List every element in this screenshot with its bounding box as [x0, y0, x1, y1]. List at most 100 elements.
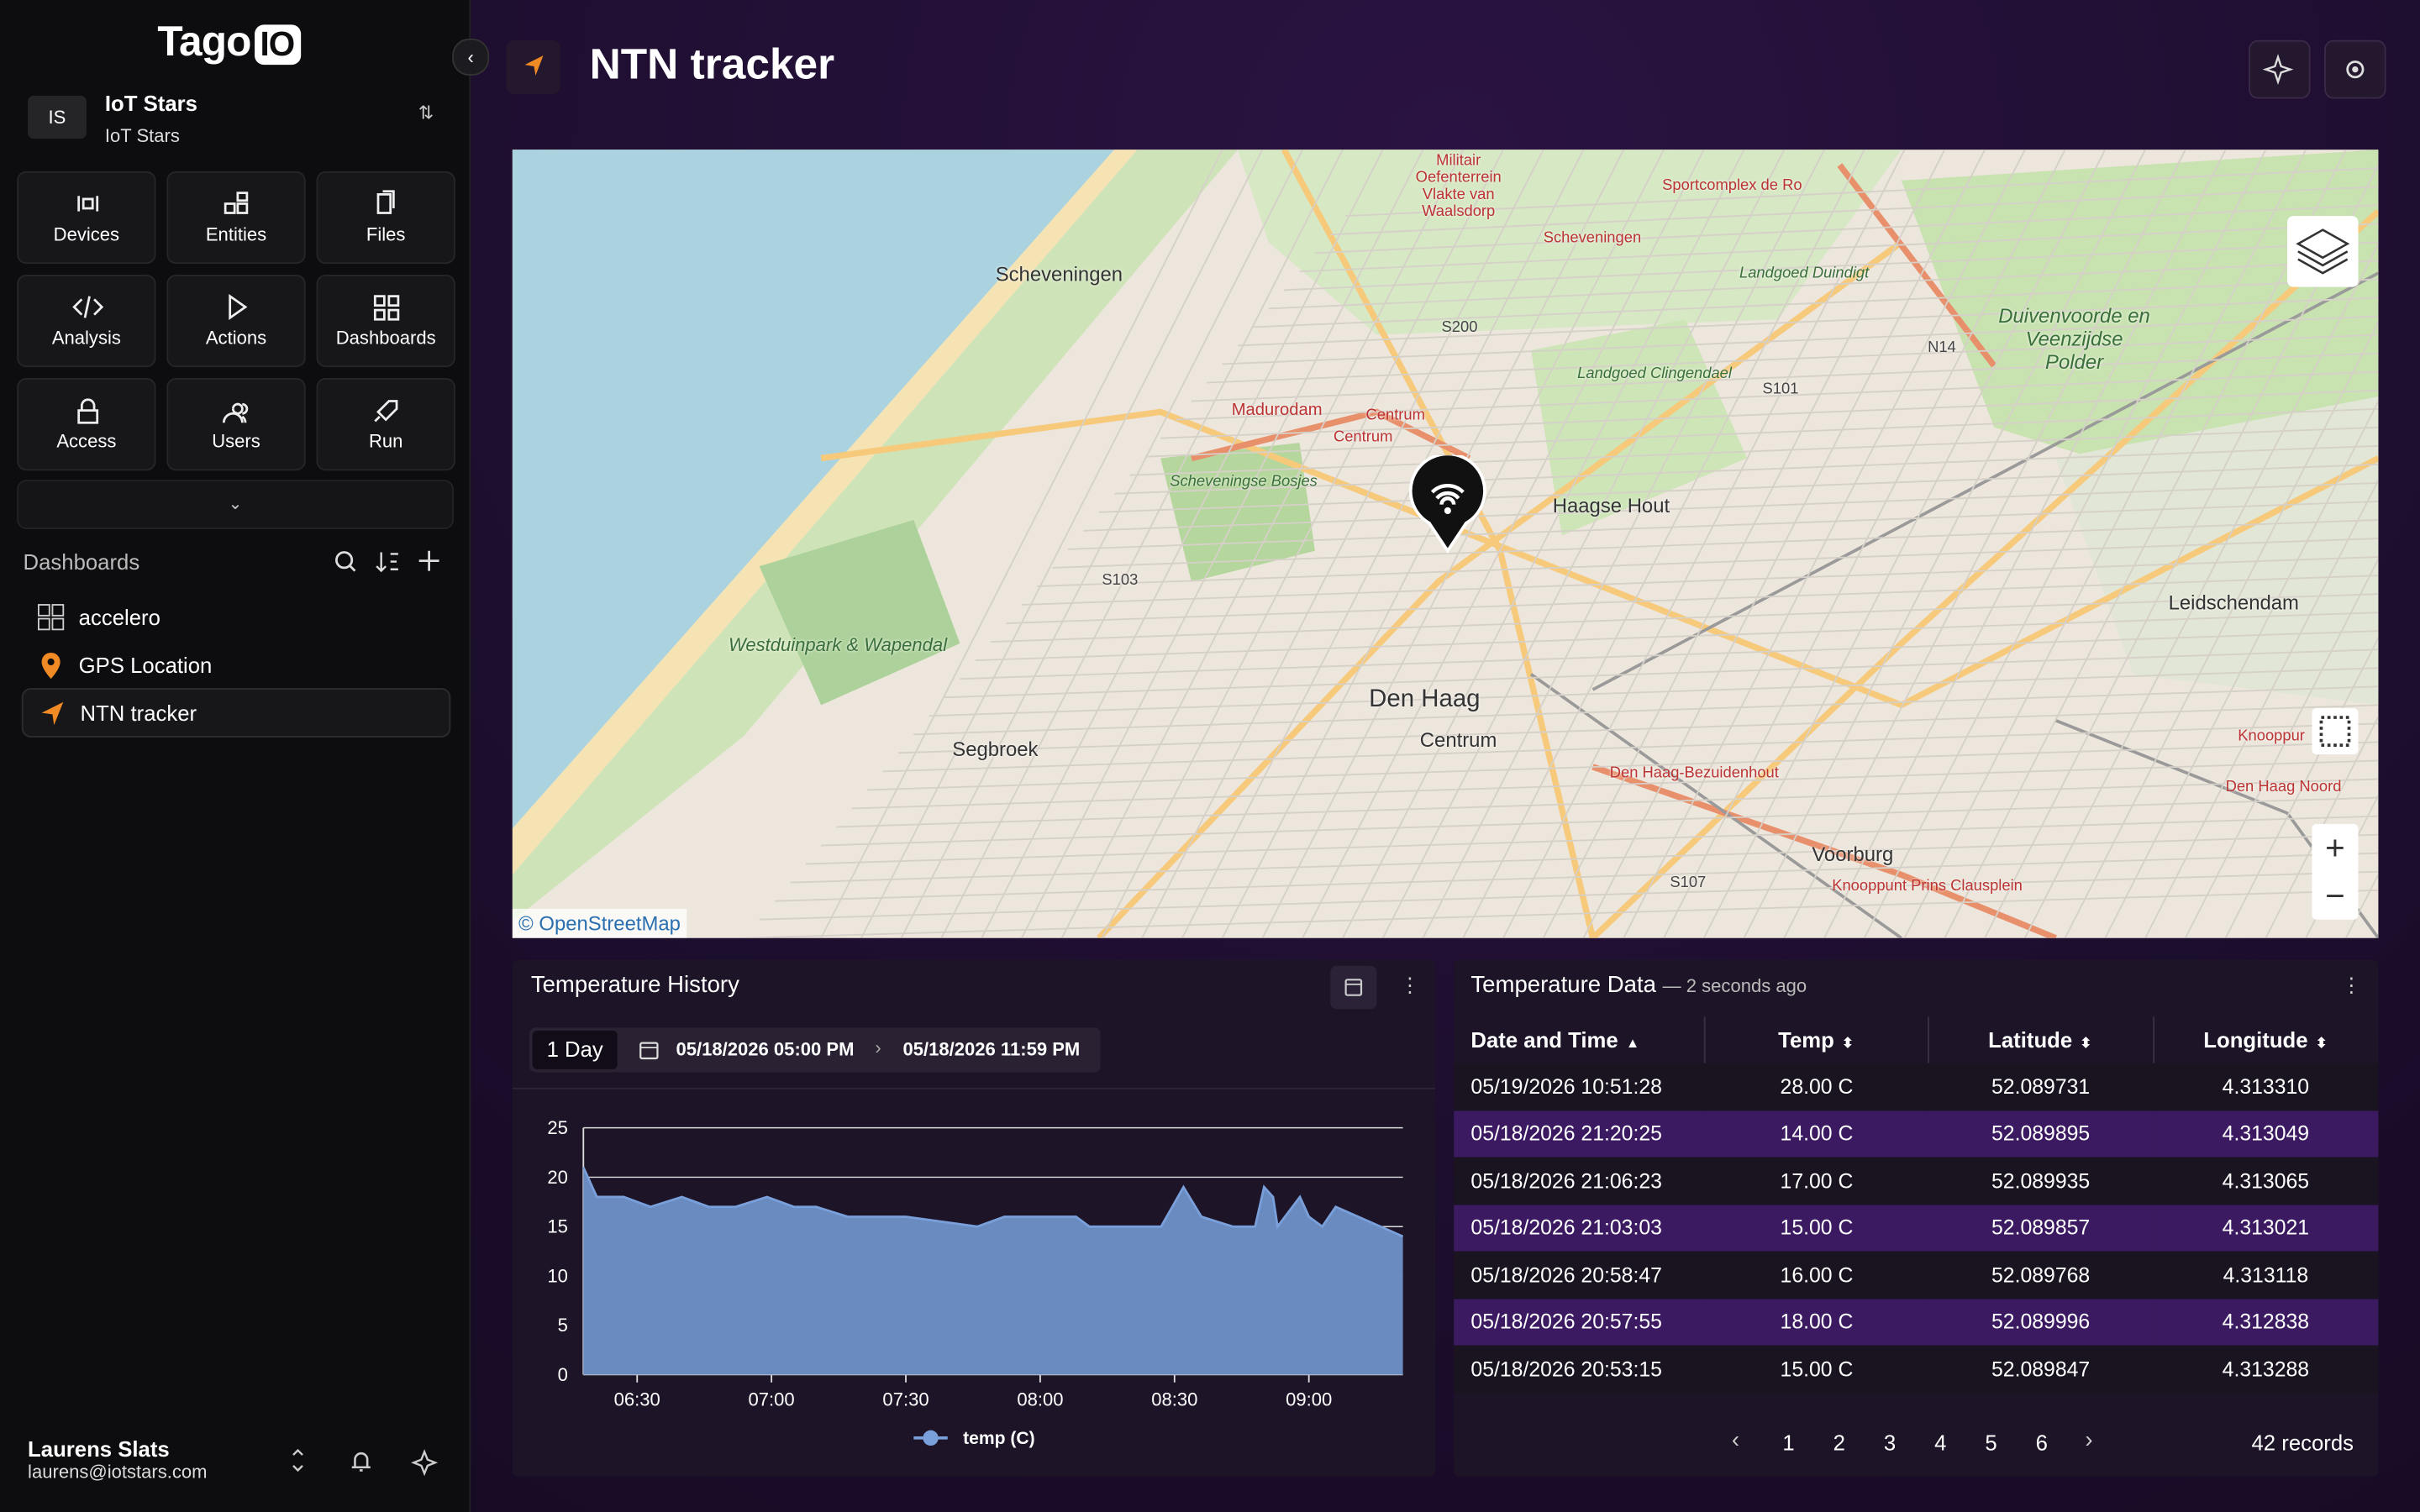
- nav-button[interactable]: Actions: [166, 274, 306, 368]
- prev-page[interactable]: ‹: [1731, 1426, 1740, 1454]
- page-number[interactable]: 1: [1782, 1430, 1795, 1456]
- range-button[interactable]: 1 Day: [532, 1030, 618, 1069]
- street: [900, 150, 1304, 938]
- dashboard-item[interactable]: accelero: [22, 594, 448, 640]
- nav-button[interactable]: Access: [17, 378, 156, 471]
- table-row: 05/18/2026 20:57:55 18.00 C 52.089996 4.312…: [1454, 1298, 2379, 1346]
- nav-button[interactable]: Entities: [166, 171, 306, 265]
- menu-button[interactable]: ⋮: [2341, 973, 2362, 997]
- date-to: 05/18/2026 11:59 PM: [902, 1038, 1081, 1060]
- street: [940, 150, 1344, 938]
- street: [960, 630, 2379, 680]
- nav-icon: [77, 196, 99, 212]
- page-number[interactable]: 4: [1934, 1430, 1947, 1456]
- map-label: Westduinpark & Wapendal: [728, 633, 948, 656]
- table-cell: 4.313288: [2222, 1357, 2310, 1381]
- table-cell: 16.00 C: [1780, 1263, 1854, 1287]
- menu-button[interactable]: ⋮: [1399, 973, 1420, 997]
- map-label: Centrum: [1333, 428, 1393, 446]
- date-sep: ›: [875, 1037, 881, 1059]
- org-switch[interactable]: ⇅: [418, 102, 434, 123]
- street: [2184, 557, 2379, 938]
- nav-button[interactable]: Dashboards: [316, 274, 455, 368]
- page-number[interactable]: 3: [1883, 1430, 1897, 1456]
- x-tick-label: 06:30: [614, 1389, 660, 1410]
- dashboard-item[interactable]: NTN tracker: [21, 688, 451, 738]
- table-cell: 17.00 C: [1780, 1168, 1854, 1193]
- map-label: S107: [1670, 874, 1707, 892]
- table-cell: 4.313021: [2222, 1215, 2310, 1240]
- street: [1238, 297, 2379, 347]
- street: [1207, 333, 2379, 384]
- table-cell: 05/18/2026 20:58:47: [1470, 1263, 1662, 1287]
- street: [1253, 278, 2379, 328]
- dashboard-label: NTN tracker: [80, 700, 197, 726]
- table-cell: 4.312838: [2222, 1310, 2310, 1334]
- table-row: 05/18/2026 20:58:47 16.00 C 52.089768 4.313…: [1454, 1251, 2379, 1299]
- table-cell: 05/18/2026 20:57:55: [1470, 1310, 1662, 1334]
- map-label: Scheveningen: [995, 262, 1123, 286]
- table-header: Temperature Data — 2 seconds ago: [1470, 972, 1807, 998]
- org-sub: IoT Stars: [104, 124, 180, 147]
- column-header[interactable]: Temp ⬍: [1705, 1016, 1929, 1063]
- settings-button[interactable]: [2324, 39, 2386, 99]
- nav-button[interactable]: Analysis: [17, 274, 156, 368]
- table-cell: 4.313310: [2222, 1074, 2310, 1099]
- nav-button[interactable]: Users: [166, 378, 306, 471]
- map-label: Centrum: [1419, 727, 1497, 752]
- expand-button[interactable]: ⌄: [17, 480, 455, 530]
- street: [1314, 204, 2379, 255]
- street: [821, 796, 2379, 847]
- street: [1160, 389, 2379, 439]
- ai-button[interactable]: [2249, 39, 2311, 99]
- table-cell: 52.089768: [1991, 1263, 2091, 1287]
- table-header-row: Date and Time ▲ Temp ⬍ Latitude ⬍ Longitude ⬍: [1454, 1016, 2378, 1063]
- map-label: Centrum: [1365, 407, 1425, 425]
- nav-button[interactable]: Devices: [17, 171, 156, 265]
- map-label: Knooppunt Prins Clausplein: [1832, 878, 2023, 895]
- page-number[interactable]: 5: [1985, 1430, 1997, 1456]
- select-button[interactable]: [2312, 708, 2359, 755]
- layers-button[interactable]: [2287, 216, 2359, 287]
- map-marker[interactable]: [1407, 454, 1488, 554]
- table-cell: 05/19/2026 10:51:28: [1470, 1074, 1662, 1099]
- table-row: 05/19/2026 10:51:28 28.00 C 52.089731 4.313…: [1454, 1063, 2379, 1110]
- street: [1623, 150, 2026, 938]
- street: [2305, 794, 2379, 938]
- page-number[interactable]: 6: [2035, 1430, 2048, 1456]
- table-cell: 4.313065: [2222, 1168, 2310, 1193]
- street: [1129, 426, 2379, 476]
- street: [1330, 186, 2379, 236]
- street: [775, 852, 2379, 902]
- table-title: Temperature Data: [1470, 972, 1656, 999]
- date-range[interactable]: 1 Day 05/18/2026 05:00 PM › 05/18/2026 1…: [529, 1027, 1101, 1073]
- dashboard-item[interactable]: GPS Location: [22, 641, 448, 687]
- page-number[interactable]: 2: [1833, 1430, 1845, 1456]
- street: [867, 741, 2379, 791]
- column-header[interactable]: Date and Time ▲: [1454, 1016, 1707, 1063]
- street: [1381, 150, 1786, 938]
- nav-label: Actions: [205, 327, 267, 349]
- table-cell: 52.089731: [1991, 1074, 2091, 1099]
- map-label: Leidschendam: [2168, 591, 2299, 615]
- nav-button[interactable]: Run: [316, 378, 455, 471]
- column-header[interactable]: Latitude ⬍: [1928, 1016, 2154, 1063]
- street: [882, 722, 2379, 773]
- x-tick-label: 08:00: [1017, 1389, 1063, 1410]
- nav-button[interactable]: Files: [316, 171, 455, 265]
- column-header[interactable]: Longitude ⬍: [2153, 1016, 2378, 1063]
- next-page[interactable]: ›: [2085, 1426, 2093, 1454]
- map-label: Knooppur: [2238, 727, 2305, 746]
- page-title: NTN tracker: [589, 39, 835, 88]
- street: [1098, 463, 2379, 513]
- calendar-button[interactable]: [1330, 965, 1377, 1010]
- column-label: Temp: [1778, 1027, 1834, 1053]
- street: [1863, 150, 2267, 938]
- zoom-controls[interactable]: + −: [2312, 823, 2359, 920]
- y-tick-label: 10: [547, 1265, 568, 1286]
- nav-label: Access: [56, 430, 117, 453]
- map[interactable]: Scheveningen Militair Oefenterrein Vlakte…: [512, 150, 2379, 938]
- user-actions[interactable]: [287, 1446, 442, 1477]
- collapse-button[interactable]: ‹: [452, 38, 490, 76]
- section-actions[interactable]: [334, 549, 450, 574]
